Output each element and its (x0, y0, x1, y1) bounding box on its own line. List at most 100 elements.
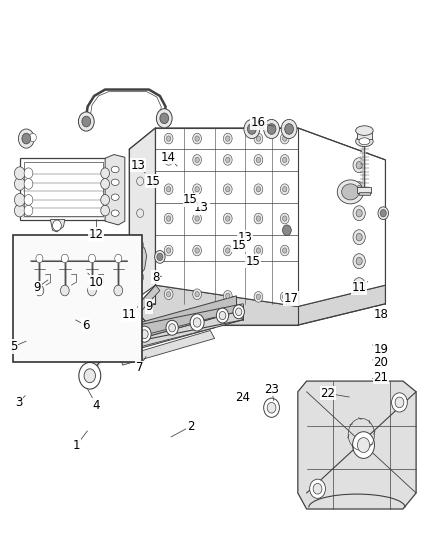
Bar (359, 192, 370, 195)
Circle shape (164, 184, 173, 195)
Circle shape (267, 124, 276, 134)
Circle shape (193, 318, 201, 327)
Circle shape (137, 177, 144, 185)
Circle shape (353, 230, 365, 245)
Bar (357, 187, 371, 193)
Circle shape (283, 294, 287, 300)
Circle shape (353, 158, 365, 173)
Circle shape (353, 182, 365, 197)
Circle shape (267, 402, 276, 413)
Text: 11: 11 (122, 308, 137, 321)
Circle shape (14, 204, 25, 217)
Circle shape (226, 187, 230, 192)
Polygon shape (105, 155, 125, 225)
Circle shape (164, 155, 173, 165)
Circle shape (236, 308, 242, 316)
Circle shape (164, 213, 173, 224)
Text: 1: 1 (73, 439, 81, 451)
Circle shape (14, 167, 25, 180)
Circle shape (24, 179, 33, 189)
Circle shape (164, 245, 173, 256)
Polygon shape (129, 285, 385, 325)
Polygon shape (131, 285, 160, 317)
Circle shape (101, 195, 110, 205)
Circle shape (166, 248, 171, 253)
Circle shape (226, 248, 230, 253)
Circle shape (223, 133, 232, 144)
Text: 7: 7 (135, 361, 143, 374)
Circle shape (356, 233, 362, 241)
Circle shape (79, 362, 101, 389)
Circle shape (353, 206, 365, 221)
Text: 20: 20 (374, 356, 389, 369)
Circle shape (35, 285, 44, 296)
Circle shape (195, 157, 199, 163)
Circle shape (141, 330, 148, 338)
Circle shape (395, 397, 404, 408)
Circle shape (233, 305, 244, 319)
Circle shape (101, 205, 110, 216)
Circle shape (61, 254, 68, 263)
Text: 18: 18 (374, 308, 389, 321)
Polygon shape (136, 248, 147, 272)
Text: 10: 10 (89, 276, 104, 289)
Circle shape (357, 438, 370, 453)
Circle shape (53, 220, 61, 231)
Circle shape (14, 177, 25, 190)
Polygon shape (112, 312, 243, 354)
Text: 17: 17 (284, 292, 299, 305)
Circle shape (244, 119, 260, 139)
Bar (357, 131, 372, 139)
Text: 6: 6 (81, 319, 89, 332)
Circle shape (254, 292, 263, 302)
Text: 8: 8 (152, 271, 159, 284)
Circle shape (60, 285, 69, 296)
Ellipse shape (342, 184, 359, 200)
Polygon shape (50, 220, 65, 232)
Circle shape (223, 213, 232, 224)
Circle shape (193, 133, 201, 144)
Bar (20, 158, 107, 220)
Circle shape (166, 216, 171, 221)
Circle shape (264, 119, 279, 139)
Text: 12: 12 (89, 228, 104, 241)
Circle shape (392, 393, 407, 412)
Circle shape (138, 326, 151, 342)
Circle shape (195, 216, 199, 221)
Circle shape (356, 185, 362, 193)
Circle shape (226, 216, 230, 221)
Circle shape (280, 213, 289, 224)
Text: 15: 15 (146, 175, 161, 188)
Circle shape (223, 155, 232, 165)
Circle shape (219, 311, 226, 320)
Circle shape (254, 133, 263, 144)
Text: 15: 15 (246, 255, 261, 268)
Circle shape (88, 285, 96, 296)
Text: 22: 22 (320, 387, 335, 400)
Text: 15: 15 (183, 193, 198, 206)
Text: 3: 3 (15, 396, 22, 409)
Circle shape (310, 479, 325, 498)
Circle shape (164, 133, 173, 144)
Text: 9: 9 (33, 281, 41, 294)
Circle shape (22, 133, 31, 144)
Circle shape (356, 161, 362, 169)
Circle shape (353, 432, 374, 458)
Circle shape (24, 195, 33, 205)
Circle shape (254, 245, 263, 256)
Circle shape (112, 333, 120, 344)
Circle shape (356, 257, 362, 265)
Bar (13, 235, 142, 362)
Circle shape (226, 157, 230, 163)
Circle shape (264, 398, 279, 417)
Circle shape (285, 124, 293, 134)
Circle shape (195, 187, 199, 192)
Text: 13: 13 (238, 231, 253, 244)
Circle shape (256, 216, 261, 221)
Circle shape (193, 245, 201, 256)
Bar (24, 162, 103, 216)
Circle shape (378, 207, 389, 220)
Circle shape (256, 187, 261, 192)
Circle shape (137, 273, 144, 281)
Circle shape (283, 248, 287, 253)
